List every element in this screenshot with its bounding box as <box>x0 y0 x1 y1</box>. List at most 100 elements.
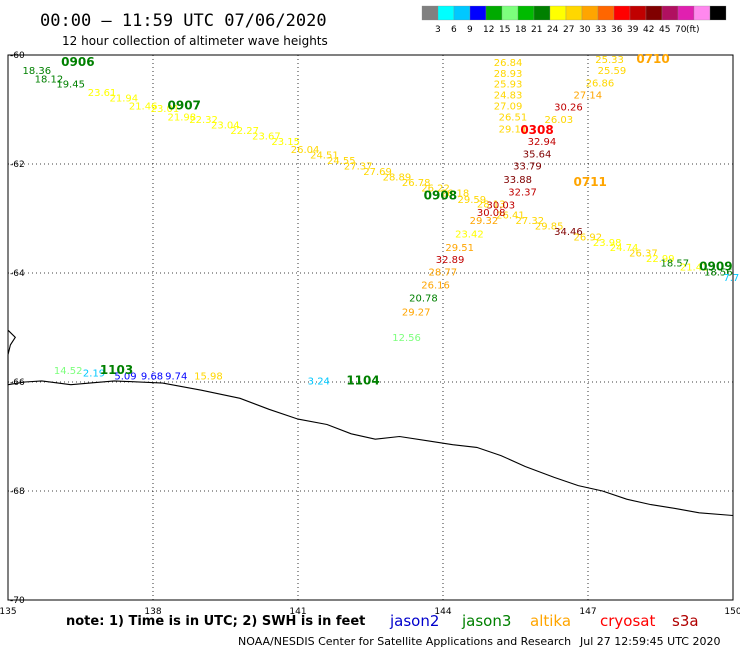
wave-height-label: 27.09 <box>494 102 523 113</box>
pass-time-label: 0711 <box>574 175 607 189</box>
wave-height-label: 23.15 <box>271 137 300 148</box>
lon-tick-label: 147 <box>579 607 596 617</box>
colorbar-tick-label: 45 <box>659 25 670 35</box>
wave-height-label: 5.09 <box>114 371 136 382</box>
wave-height-label: 26.16 <box>421 280 450 291</box>
pass-time-label: 0908 <box>424 188 457 202</box>
wave-height-label: 12.56 <box>392 333 421 344</box>
satellite-legend-item: altika <box>530 612 571 630</box>
pass-time-label: 0906 <box>61 55 94 69</box>
wave-height-label: 29.11 <box>499 124 528 135</box>
wave-height-label: 28.89 <box>383 172 412 183</box>
wave-height-label: 22.32 <box>189 115 218 126</box>
wave-height-label: 34.46 <box>554 227 583 238</box>
wave-height-label: 25.33 <box>595 55 624 66</box>
graticule <box>8 55 733 600</box>
satellite-legend: jason2 jason3 altika cryosat s3a <box>389 612 699 630</box>
wave-height-label: 18.12 <box>35 74 64 85</box>
lat-tick-label: -68 <box>10 487 25 497</box>
wave-height-label: 26.41 <box>496 211 525 222</box>
wave-height-label: 23.67 <box>252 131 281 142</box>
colorbar-tick-label: 6 <box>451 25 457 35</box>
satellite-legend-item: s3a <box>672 612 699 630</box>
lat-tick-label: -60 <box>10 51 25 61</box>
colorbar-tick-label: 70 <box>675 25 687 35</box>
colorbar-swatch <box>597 5 615 21</box>
wave-height-label: 28.93 <box>494 69 523 80</box>
satellite-legend-item: cryosat <box>600 612 655 630</box>
wave-height-label: 21.94 <box>110 93 139 104</box>
wave-height-label: 29.59 <box>458 195 487 206</box>
wave-height-label: 27.37 <box>344 161 373 172</box>
wave-height-label: 32.94 <box>528 137 557 148</box>
wave-height-label: 26.86 <box>586 79 615 90</box>
wave-height-label: 27.69 <box>363 167 392 178</box>
wave-height-label: 18.56 <box>704 268 733 279</box>
wave-height-label: 30.26 <box>554 103 583 114</box>
footer-note: note: 1) Time is in UTC; 2) SWH is in fe… <box>66 614 365 629</box>
footer-timestamp: Jul 27 12:59:45 UTC 2020 <box>579 635 720 648</box>
colorbar-swatch <box>437 5 455 21</box>
wave-height-label: 20.78 <box>409 293 438 304</box>
page-title: 00:00 – 11:59 UTC 07/06/2020 <box>40 11 327 31</box>
wave-height-label: 15.98 <box>194 371 223 382</box>
wave-height-label: 21.41 <box>680 262 709 273</box>
pass-time-label: 0308 <box>520 123 553 137</box>
pass-labels: 0906 0907 0908 0909 0710 0711 0308 1103 1104 <box>61 52 732 388</box>
colorbar-tick-label: 33 <box>595 25 606 35</box>
wave-height-label: 29.85 <box>535 221 564 232</box>
wave-height-label: 26.04 <box>291 145 320 156</box>
wave-height-label: 23.42 <box>455 230 484 241</box>
lat-tick-label: -62 <box>10 160 25 170</box>
satellite-legend-item: jason3 <box>461 612 511 630</box>
colorbar-swatch <box>421 5 439 21</box>
colorbar-swatch <box>709 5 727 21</box>
lon-tick-label: 150 <box>724 607 740 617</box>
wave-height-label: 29.51 <box>445 243 474 254</box>
colorbar-tick-label: 36 <box>611 25 623 35</box>
colorbar-unit: (ft) <box>686 25 700 35</box>
colorbar-tick-label: 24 <box>547 25 559 35</box>
colorbar-tick-label: 9 <box>467 25 473 35</box>
pass-time-label: 1104 <box>346 374 379 388</box>
wave-height-label: 23.61 <box>88 88 117 99</box>
axis-ticks: 135 138 141 144 147 150-60-62-64-66-68-70 <box>0 51 740 617</box>
wave-height-label: 28.77 <box>429 268 458 279</box>
wave-height-label: 3.24 <box>308 377 330 388</box>
colorbar-swatch <box>613 5 631 21</box>
wave-height-label: 30.03 <box>487 201 516 212</box>
colorbar-swatch <box>549 5 567 21</box>
wave-height-label: 24.74 <box>610 243 639 254</box>
colorbar-swatch <box>645 5 663 21</box>
wave-height-label: 26.92 <box>574 232 603 243</box>
wave-height-label: 26.37 <box>629 249 658 260</box>
colorbar-swatch <box>533 5 551 21</box>
colorbar-tick-label: 12 <box>483 25 494 35</box>
wave-height-label: 22.99 <box>646 254 675 265</box>
colorbar-swatch <box>469 5 487 21</box>
wave-height-label: 21.46 <box>129 102 158 113</box>
colorbar-tick-label: 3 <box>435 25 441 35</box>
colorbar-tick-label: 27 <box>563 25 574 35</box>
wave-height-label: 29.32 <box>470 216 499 227</box>
wave-height-label: 18.57 <box>661 258 690 269</box>
colorbar-tick-label: 15 <box>499 25 510 35</box>
wave-height-label: 22.27 <box>230 126 259 137</box>
wave-height-label: 26.78 <box>402 178 431 189</box>
colorbar-swatch <box>661 5 679 21</box>
lon-tick-label: 141 <box>289 607 306 617</box>
colorbar-tick-label: 30 <box>579 25 591 35</box>
colorbar-tick-label: 18 <box>515 25 527 35</box>
wave-height-label: 24.51 <box>310 151 339 162</box>
colorbar-swatch <box>693 5 711 21</box>
wave-height-label: 23.04 <box>211 121 240 132</box>
colorbar-tick-label: 39 <box>627 25 639 35</box>
wave-height-label: 30.08 <box>477 208 506 219</box>
wave-height-label: 24.55 <box>327 156 356 167</box>
footer-credit: NOAA/NESDIS Center for Satellite Applica… <box>238 635 571 648</box>
wave-height-label: 33.79 <box>513 161 542 172</box>
wave-height-observations: 18.3618.1219.4523.6121.9421.4623.0121.98… <box>23 55 740 388</box>
wave-height-label: 24.83 <box>494 91 523 102</box>
wave-height-label: 2.19 <box>83 369 105 380</box>
